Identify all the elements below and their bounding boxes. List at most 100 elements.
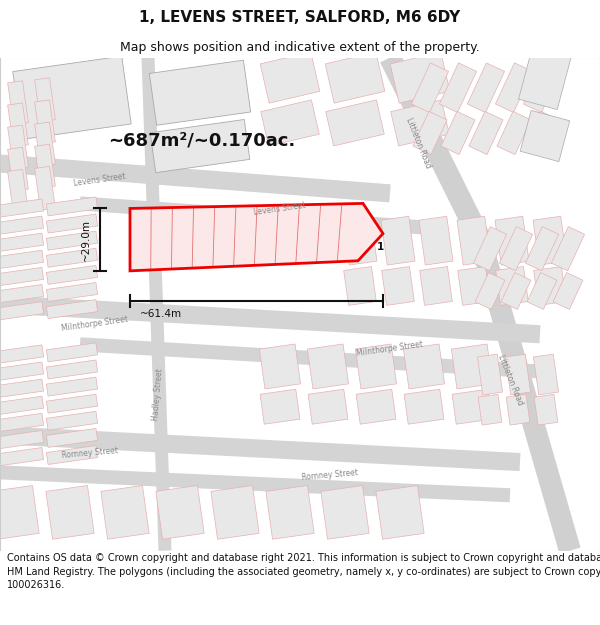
Bar [308,389,348,424]
Bar [523,63,560,112]
Bar [0,486,39,539]
Bar [8,81,28,125]
Text: 1: 1 [377,242,384,252]
Bar [0,216,44,235]
Bar [307,344,349,389]
Bar [534,266,566,306]
Text: ~61.4m: ~61.4m [140,309,182,319]
Bar [495,216,529,265]
Bar [325,52,385,103]
Bar [46,231,98,250]
Bar [46,360,98,379]
Bar [261,100,319,146]
Bar [551,227,584,271]
Bar [355,344,397,389]
Bar [260,389,300,424]
Bar [382,266,414,306]
Text: Milnthorpe Street: Milnthorpe Street [356,340,424,359]
Bar [343,216,377,265]
Bar [35,144,55,188]
Text: Romney Street: Romney Street [61,446,119,460]
Text: Littleton Road: Littleton Road [404,116,432,170]
Bar [478,354,503,395]
Bar [439,63,476,112]
Polygon shape [130,203,383,271]
Bar [46,428,98,448]
Bar [469,236,581,554]
Bar [403,344,445,389]
Bar [35,100,55,144]
Bar [0,413,44,432]
Bar [156,486,204,539]
Bar [525,111,559,154]
Bar [356,389,396,424]
Bar [526,227,559,271]
Bar [496,266,528,306]
Bar [0,295,541,343]
Bar [46,446,98,464]
Bar [413,111,447,154]
Bar [101,486,149,539]
Text: Levens Street: Levens Street [253,201,307,217]
Bar [149,60,251,125]
Bar [380,52,490,244]
Bar [0,396,44,415]
Bar [150,119,250,172]
Bar [419,216,453,265]
Bar [8,103,28,147]
Bar [553,272,583,309]
Bar [469,111,503,154]
Bar [46,486,94,539]
Bar [412,63,449,112]
Bar [0,448,44,466]
Bar [8,169,28,213]
Text: Contains OS data © Crown copyright and database right 2021. This information is : Contains OS data © Crown copyright and d… [7,553,600,590]
Bar [381,216,415,265]
Bar [451,344,493,389]
Bar [467,63,505,112]
Bar [391,100,449,146]
Bar [505,354,530,395]
Bar [46,266,98,284]
Bar [46,343,98,362]
Bar [259,344,301,389]
Bar [496,63,533,112]
Bar [0,233,44,252]
Bar [46,394,98,413]
Bar [46,377,98,396]
Text: Hadley Street: Hadley Street [151,368,165,421]
Bar [0,345,44,364]
Bar [344,266,376,306]
Bar [35,122,55,166]
Bar [0,199,44,218]
Bar [0,426,520,471]
Bar [518,46,571,109]
Bar [475,272,505,309]
Bar [457,216,491,265]
Bar [0,465,511,503]
Bar [520,111,570,162]
Bar [497,111,531,154]
Bar [266,486,314,539]
Bar [0,379,44,398]
Bar [46,282,98,301]
Bar [0,268,44,286]
Bar [533,216,567,265]
Bar [473,227,506,271]
Bar [506,394,530,425]
Bar [46,411,98,430]
Text: ~29.0m: ~29.0m [81,219,91,261]
Bar [321,486,369,539]
Bar [420,266,452,306]
Bar [0,154,391,202]
Bar [533,354,559,395]
Text: Milnthorpe Street: Milnthorpe Street [61,315,129,333]
Text: Romney Street: Romney Street [301,468,359,482]
Bar [8,125,28,169]
Bar [46,248,98,268]
Bar [142,58,172,551]
Bar [326,100,384,146]
Bar [501,272,531,309]
Bar [80,196,440,236]
Text: 1, LEVENS STREET, SALFORD, M6 6DY: 1, LEVENS STREET, SALFORD, M6 6DY [139,10,461,25]
